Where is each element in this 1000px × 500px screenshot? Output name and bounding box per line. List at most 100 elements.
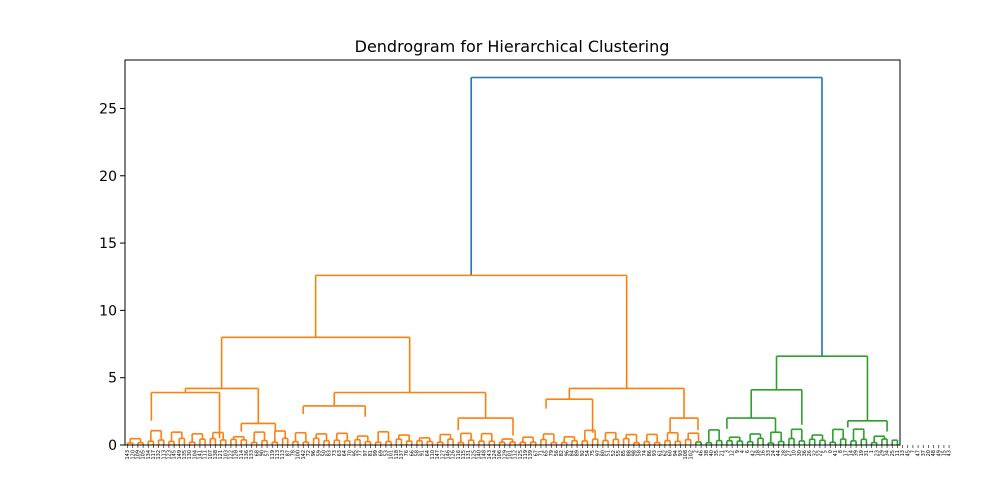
y-tick-label: 5 [108, 371, 117, 387]
leaf-label: 113 [275, 450, 281, 460]
leaf-label: 75 [590, 450, 596, 456]
leaf-label: 19 [859, 450, 865, 456]
leaf-label: 147 [435, 450, 441, 460]
leaf-label: 26 [807, 450, 813, 456]
leaf-label: 83 [327, 450, 333, 456]
leaf-label: 41 [833, 450, 839, 456]
leaf-label: 0 [828, 450, 834, 453]
leaf-label: 27 [786, 450, 792, 456]
leaf-label: 73 [332, 450, 338, 456]
leaf-label: 33 [766, 450, 772, 456]
leaf-label: 118 [394, 450, 400, 460]
leaf-label: 62 [662, 450, 668, 456]
leaf-label: 97 [595, 450, 601, 456]
leaf-label: 81 [368, 450, 374, 456]
leaf-label: 92 [580, 450, 586, 456]
leaf-label: 122 [228, 450, 234, 460]
leaf-label: 123 [166, 450, 172, 460]
leaf-label: 107 [208, 450, 214, 460]
leaf-label: 17 [843, 450, 849, 456]
leaf-label: 131 [466, 450, 472, 460]
leaf-label: 100 [296, 450, 302, 460]
leaf-label: 5 [823, 450, 829, 453]
leaf-label: 58 [637, 450, 643, 456]
dendrogram-links [126, 76, 899, 445]
leaf-label: 108 [683, 450, 689, 460]
leaf-label: 128 [234, 450, 240, 460]
leaf-label: 140 [476, 450, 482, 460]
leaf-label: 52 [611, 450, 617, 456]
leaf-label: 112 [513, 450, 519, 460]
leaf-label: 78 [290, 450, 296, 456]
leaf-label: 109 [135, 450, 141, 460]
leaf-label: 138 [213, 450, 219, 460]
leaf-label: 23 [874, 450, 880, 456]
leaf-label: 40 [709, 450, 715, 456]
leaf-label: 2 [693, 450, 699, 453]
y-tick-label: 10 [99, 303, 117, 319]
leaf-label: 110 [430, 450, 436, 460]
leaf-label: 106 [497, 450, 503, 460]
leaf-label: 111 [203, 450, 209, 460]
leaf-label: 22 [817, 450, 823, 456]
leaf-label: 89 [575, 450, 581, 456]
leaf-label: 132 [156, 450, 162, 460]
leaf-label: 13 [900, 450, 906, 456]
leaf-label: 130 [187, 450, 193, 460]
leaf-label: 32 [812, 450, 818, 456]
leaf-label: 28 [781, 450, 787, 456]
leaf-label: 49 [936, 450, 942, 456]
leaf-label: 77 [358, 450, 364, 456]
leaf-label: 67 [533, 450, 539, 456]
leaf-label: 134 [146, 450, 152, 460]
leaf-label: 60 [668, 450, 674, 456]
leaf-label: 10 [792, 450, 798, 456]
leaf-label: 39 [854, 450, 860, 456]
leaf-label: 94 [673, 450, 679, 456]
leaf-label: 117 [151, 450, 157, 460]
leaf-label: 135 [182, 450, 188, 460]
leaf-label: 119 [270, 450, 276, 460]
leaf-label: 114 [239, 450, 245, 460]
leaf-label: 136 [244, 450, 250, 460]
leaf-label: 50 [321, 450, 327, 456]
leaf-label: 82 [559, 450, 565, 456]
leaf-label: 142 [301, 450, 307, 460]
leaf-label: 64 [342, 450, 348, 456]
leaf-label: 1 [869, 450, 875, 453]
leaf-label: 125 [518, 450, 524, 460]
leaf-label: 113 [280, 450, 286, 460]
leaf-label: 45 [905, 450, 911, 456]
leaf-label: 139 [528, 450, 534, 460]
leaf-label: 20 [926, 450, 932, 456]
leaf-label: 63 [337, 450, 343, 456]
leaf-label: 115 [461, 450, 467, 460]
leaf-label: 18 [755, 450, 761, 456]
leaf-label: 137 [399, 450, 405, 460]
leaf-label: 34 [885, 450, 891, 456]
leaf-label: 124 [492, 450, 498, 460]
y-axis: 0 5 10 15 20 25 [99, 101, 125, 454]
chart-title: Dendrogram for Hierarchical Clustering [355, 37, 670, 56]
leaf-label: 55 [616, 450, 622, 456]
leaf-label: 12 [730, 450, 736, 456]
leaf-label: 11 [895, 450, 901, 456]
leaf-label: 65 [544, 450, 550, 456]
leaf-label: 36 [802, 450, 808, 456]
leaf-label: 66 [409, 450, 415, 456]
leaf-label: 101 [389, 450, 395, 460]
leaf-label: 14 [848, 450, 854, 456]
leaf-label: 145 [172, 450, 178, 460]
leaf-label: 7 [910, 450, 916, 453]
leaf-label: 149 [177, 450, 183, 460]
leaf-label: 90 [259, 450, 265, 456]
leaf-label: 102 [688, 450, 694, 460]
leaf-label: 143 [125, 450, 131, 460]
leaf-label: 93 [678, 450, 684, 456]
leaf-label: 59 [316, 450, 322, 456]
leaf-label: 46 [699, 450, 705, 456]
y-tick-label: 15 [99, 236, 117, 252]
leaf-label: 85 [621, 450, 627, 456]
leaf-label: 24 [771, 450, 777, 456]
